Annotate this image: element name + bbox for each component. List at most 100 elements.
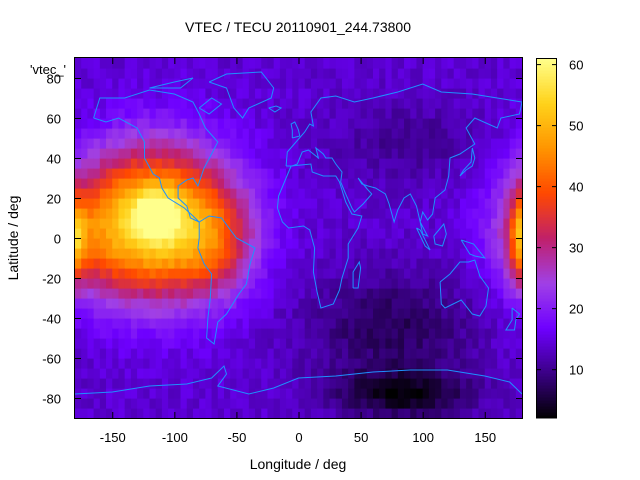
heatmap-cell bbox=[180, 148, 188, 159]
heatmap-cell bbox=[217, 78, 225, 89]
heatmap-cell bbox=[75, 88, 82, 99]
heatmap-cell bbox=[248, 348, 256, 359]
heatmap-cell bbox=[130, 308, 138, 319]
heatmap-cell bbox=[286, 278, 293, 289]
heatmap-cell bbox=[143, 308, 151, 319]
heatmap-cell bbox=[261, 148, 269, 159]
colorbar-segment bbox=[536, 142, 557, 146]
heatmap-cell bbox=[273, 338, 281, 349]
heatmap-cell bbox=[75, 238, 82, 249]
heatmap-cell bbox=[329, 358, 337, 369]
heatmap-cell bbox=[93, 398, 101, 409]
heatmap-cell bbox=[428, 68, 436, 79]
heatmap-cell bbox=[279, 148, 287, 159]
heatmap-cell bbox=[341, 268, 349, 279]
heatmap-cell bbox=[391, 268, 399, 279]
heatmap-cell bbox=[137, 298, 144, 309]
heatmap-cell bbox=[410, 158, 418, 169]
heatmap-cell bbox=[217, 88, 225, 99]
x-axis-label: Longitude / deg bbox=[250, 456, 347, 472]
heatmap-cell bbox=[273, 238, 281, 249]
heatmap-cell bbox=[87, 308, 95, 319]
heatmap-cell bbox=[397, 318, 405, 329]
heatmap-cell bbox=[441, 188, 449, 199]
heatmap-cell bbox=[186, 398, 194, 409]
heatmap-cell bbox=[453, 138, 461, 149]
heatmap-cell bbox=[497, 268, 504, 279]
heatmap-cell bbox=[379, 298, 387, 309]
heatmap-cell bbox=[509, 178, 517, 189]
heatmap-cell bbox=[447, 198, 455, 209]
heatmap-cell bbox=[168, 178, 175, 189]
heatmap-cell bbox=[168, 168, 175, 179]
heatmap-cell bbox=[310, 358, 318, 369]
heatmap-cell bbox=[497, 398, 504, 409]
colorbar-segment bbox=[536, 136, 557, 140]
heatmap-cell bbox=[205, 228, 213, 239]
plot-frame bbox=[74, 57, 523, 419]
heatmap-cell bbox=[211, 288, 219, 299]
heatmap-cell bbox=[509, 408, 517, 419]
heatmap-cell bbox=[348, 328, 355, 339]
heatmap-cell bbox=[441, 348, 449, 359]
heatmap-cell bbox=[335, 98, 343, 109]
colorbar-segment bbox=[536, 193, 557, 197]
heatmap-cell bbox=[478, 248, 486, 259]
colorbar-segment bbox=[536, 340, 557, 344]
heatmap-cell bbox=[490, 408, 498, 419]
heatmap-cell bbox=[509, 238, 517, 249]
colorbar-segment bbox=[536, 202, 557, 206]
heatmap-cell bbox=[317, 68, 324, 79]
heatmap-cell bbox=[286, 358, 293, 369]
heatmap-cell bbox=[292, 388, 300, 399]
heatmap-cell bbox=[310, 198, 318, 209]
heatmap-cell bbox=[248, 68, 256, 79]
heatmap-cell bbox=[323, 228, 331, 239]
heatmap-cell bbox=[329, 58, 337, 69]
heatmap-cell bbox=[124, 288, 132, 299]
heatmap-cell bbox=[478, 388, 486, 399]
heatmap-cell bbox=[397, 138, 405, 149]
heatmap-cell bbox=[137, 358, 144, 369]
heatmap-cell bbox=[81, 378, 89, 389]
heatmap-cell bbox=[106, 178, 113, 189]
heatmap-cell bbox=[248, 138, 256, 149]
heatmap-cell bbox=[497, 198, 504, 209]
heatmap-cell bbox=[217, 308, 225, 319]
heatmap-cell bbox=[453, 308, 461, 319]
heatmap-cell bbox=[242, 288, 250, 299]
heatmap-cell bbox=[478, 348, 486, 359]
heatmap-cell bbox=[130, 208, 138, 219]
heatmap-cell bbox=[248, 338, 256, 349]
heatmap-cell bbox=[490, 88, 498, 99]
heatmap-cell bbox=[435, 198, 442, 209]
heatmap-cell bbox=[161, 288, 169, 299]
heatmap-cell bbox=[416, 298, 424, 309]
heatmap-cell bbox=[205, 268, 213, 279]
heatmap-cell bbox=[459, 398, 467, 409]
heatmap-cell bbox=[298, 358, 306, 369]
heatmap-cell bbox=[515, 328, 523, 339]
heatmap-cell bbox=[428, 318, 436, 329]
heatmap-cell bbox=[335, 178, 343, 189]
heatmap-cell bbox=[236, 308, 244, 319]
heatmap-cell bbox=[348, 368, 355, 379]
heatmap-cell bbox=[397, 108, 405, 119]
heatmap-cell bbox=[466, 358, 473, 369]
heatmap-cell bbox=[168, 158, 175, 169]
heatmap-cell bbox=[490, 128, 498, 139]
heatmap-cell bbox=[199, 88, 206, 99]
heatmap-cell bbox=[379, 398, 387, 409]
heatmap-cell bbox=[404, 158, 411, 169]
heatmap-cell bbox=[329, 148, 337, 159]
heatmap-cell bbox=[286, 138, 293, 149]
heatmap-cell bbox=[329, 228, 337, 239]
heatmap-cell bbox=[112, 358, 120, 369]
heatmap-cell bbox=[267, 388, 275, 399]
heatmap-cell bbox=[180, 128, 188, 139]
heatmap-cell bbox=[435, 268, 442, 279]
heatmap-cell bbox=[81, 338, 89, 349]
heatmap-cell bbox=[379, 118, 387, 129]
heatmap-cell bbox=[155, 208, 163, 219]
heatmap-cell bbox=[236, 348, 244, 359]
